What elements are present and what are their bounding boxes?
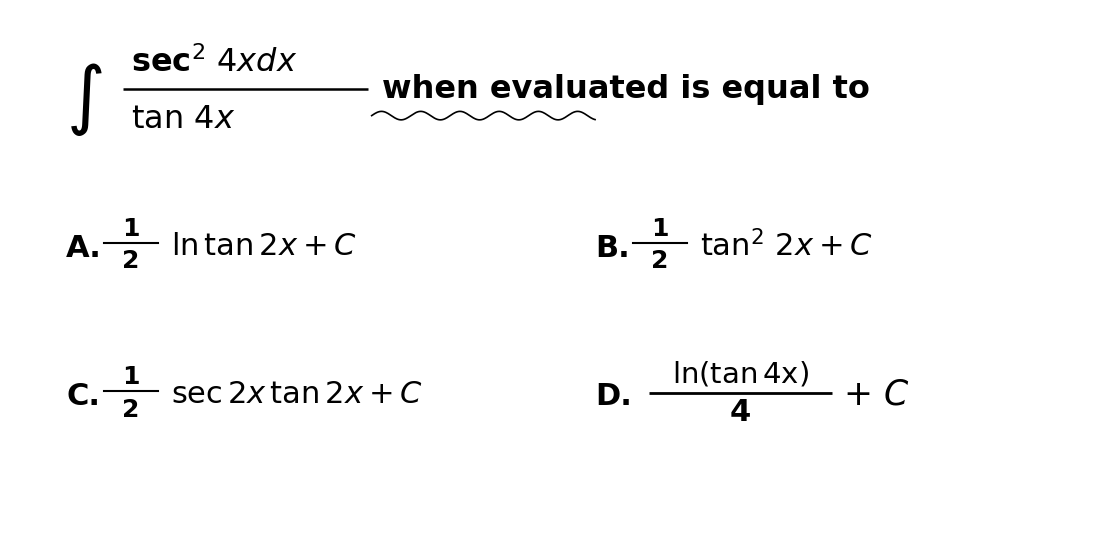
- Text: D.: D.: [595, 382, 632, 411]
- Text: $\mathrm{ln(tan\,4x)}$: $\mathrm{ln(tan\,4x)}$: [672, 359, 809, 388]
- Text: $+\ C$: $+\ C$: [844, 378, 909, 412]
- Text: $\mathregular{sec}^2\ 4x\mathit{dx}$: $\mathregular{sec}^2\ 4x\mathit{dx}$: [131, 46, 297, 79]
- Text: 4: 4: [730, 398, 751, 427]
- Text: 1: 1: [122, 217, 140, 240]
- Text: $\mathrm{sec\,}2x\,\mathrm{tan\,}2x + C$: $\mathrm{sec\,}2x\,\mathrm{tan\,}2x + C$: [171, 380, 423, 410]
- Text: $\mathrm{ln\,tan\,}2x + C$: $\mathrm{ln\,tan\,}2x + C$: [171, 232, 356, 261]
- Text: 2: 2: [651, 249, 669, 274]
- Text: $\mathrm{tan}\ 4x$: $\mathrm{tan}\ 4x$: [131, 104, 235, 135]
- Text: $\int$: $\int$: [67, 61, 103, 138]
- Text: 1: 1: [122, 365, 140, 389]
- Text: A.: A.: [67, 233, 102, 263]
- Text: 2: 2: [122, 398, 140, 422]
- Text: $\mathrm{tan}^2\ 2x + C$: $\mathrm{tan}^2\ 2x + C$: [700, 230, 872, 263]
- Text: 1: 1: [651, 217, 669, 240]
- Text: 2: 2: [122, 249, 140, 274]
- Text: B.: B.: [595, 233, 630, 263]
- Text: when evaluated is equal to: when evaluated is equal to: [383, 73, 870, 104]
- Text: C.: C.: [67, 382, 101, 411]
